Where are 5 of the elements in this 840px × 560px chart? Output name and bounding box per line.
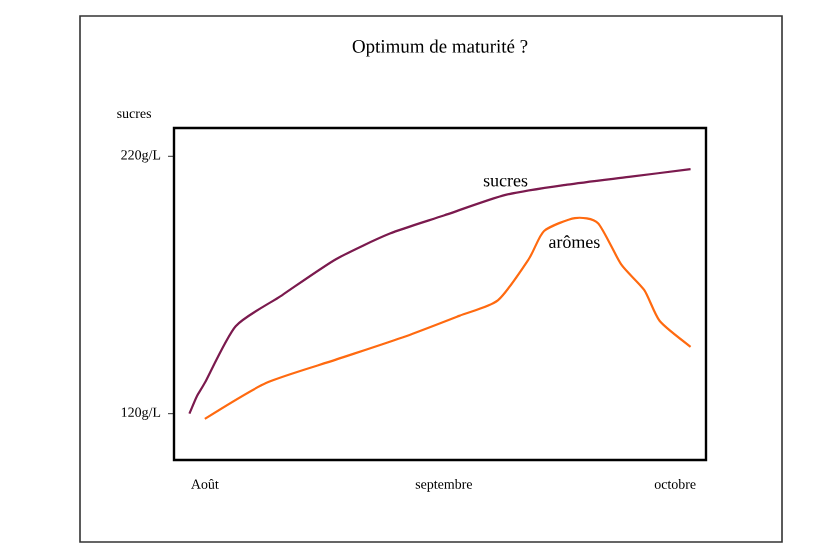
series-label: arômes (549, 235, 600, 249)
line-series (203, 216, 692, 420)
line-series (188, 168, 692, 415)
series-label: sucres (483, 177, 528, 187)
chart-title: Optimum de maturité ? (352, 39, 528, 57)
